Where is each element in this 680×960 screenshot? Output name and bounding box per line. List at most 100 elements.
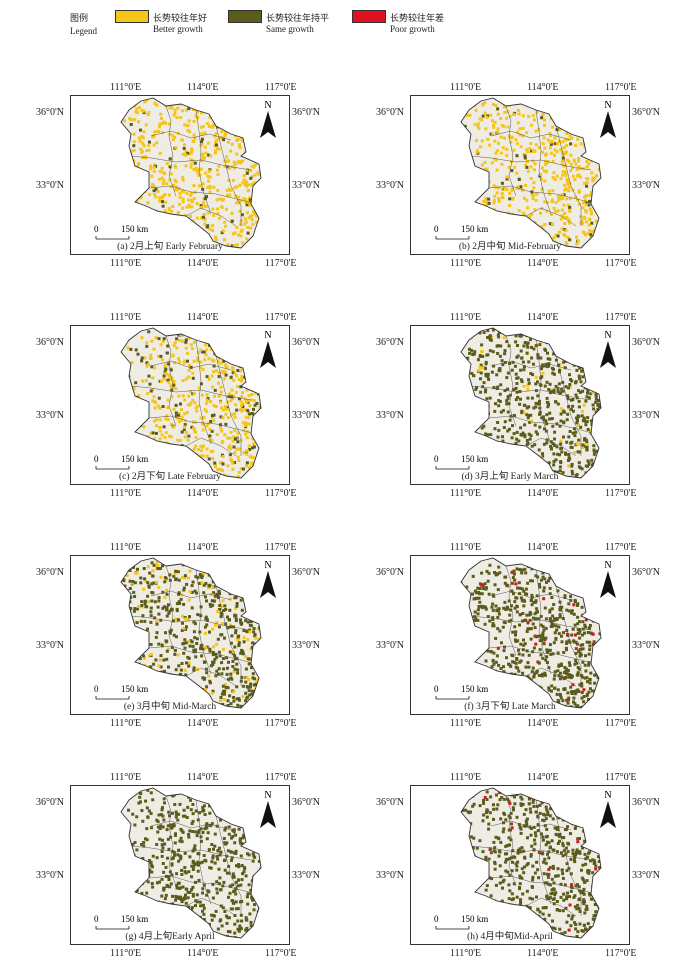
growth-pixel xyxy=(231,665,234,668)
growth-pixel xyxy=(497,335,500,338)
growth-pixel xyxy=(143,577,146,580)
growth-pixel xyxy=(159,113,162,116)
growth-pixel xyxy=(226,673,229,676)
growth-pixel xyxy=(482,417,485,420)
growth-pixel xyxy=(163,688,166,691)
growth-pixel xyxy=(255,588,258,591)
growth-pixel xyxy=(178,600,181,603)
growth-pixel xyxy=(153,420,156,423)
growth-pixel xyxy=(541,330,544,333)
growth-pixel xyxy=(174,682,177,685)
growth-pixel xyxy=(553,576,556,579)
growth-pixel xyxy=(480,670,483,673)
growth-pixel xyxy=(534,643,537,646)
growth-pixel xyxy=(144,179,147,182)
growth-pixel xyxy=(518,334,521,337)
growth-pixel xyxy=(130,201,133,204)
growth-pixel xyxy=(191,199,194,202)
growth-pixel xyxy=(542,372,545,375)
scale-zero: 0 xyxy=(434,224,439,234)
growth-pixel xyxy=(562,421,565,424)
growth-pixel xyxy=(581,578,584,581)
growth-pixel xyxy=(211,692,214,695)
growth-pixel xyxy=(573,159,576,162)
lon-tick-bottom: 117°0'E xyxy=(265,258,297,269)
growth-pixel xyxy=(264,150,267,153)
lon-tick-top: 111°0'E xyxy=(450,312,481,323)
growth-pixel xyxy=(263,173,266,176)
growth-pixel xyxy=(573,342,576,345)
growth-pixel xyxy=(546,401,549,404)
growth-pixel xyxy=(256,647,259,650)
growth-pixel xyxy=(505,148,508,151)
growth-pixel xyxy=(591,104,594,107)
growth-pixel xyxy=(578,377,581,380)
growth-pixel xyxy=(573,663,576,666)
growth-pixel xyxy=(553,674,556,677)
growth-pixel xyxy=(232,379,235,382)
growth-pixel xyxy=(119,437,122,440)
growth-pixel xyxy=(260,140,263,143)
growth-pixel xyxy=(534,626,537,629)
growth-pixel xyxy=(255,100,258,103)
growth-pixel xyxy=(194,590,197,593)
growth-pixel xyxy=(518,624,521,627)
growth-pixel xyxy=(255,129,258,132)
growth-pixel xyxy=(247,686,250,689)
growth-pixel xyxy=(175,635,178,638)
growth-pixel xyxy=(182,450,185,453)
growth-pixel xyxy=(193,401,196,404)
growth-pixel xyxy=(531,445,534,448)
growth-pixel xyxy=(240,352,243,355)
growth-pixel xyxy=(539,648,542,651)
lat-tick-left: 33°0'N xyxy=(36,640,64,651)
growth-pixel xyxy=(481,592,484,595)
growth-pixel xyxy=(579,575,582,578)
growth-pixel xyxy=(581,410,584,413)
growth-pixel xyxy=(532,347,535,350)
growth-pixel xyxy=(216,169,219,172)
growth-pixel xyxy=(239,103,242,106)
growth-pixel xyxy=(560,407,563,410)
growth-pixel xyxy=(463,220,466,223)
growth-pixel xyxy=(203,213,206,216)
growth-pixel xyxy=(193,430,196,433)
growth-pixel xyxy=(550,447,553,450)
growth-pixel xyxy=(139,577,142,580)
growth-pixel xyxy=(564,452,567,455)
growth-pixel xyxy=(241,160,244,163)
lon-tick-bottom: 114°0'E xyxy=(187,488,219,499)
growth-pixel xyxy=(214,389,217,392)
growth-pixel xyxy=(264,228,267,231)
growth-pixel xyxy=(222,138,225,141)
growth-pixel xyxy=(186,462,189,465)
growth-pixel xyxy=(519,643,522,646)
growth-pixel xyxy=(193,636,196,639)
growth-pixel xyxy=(229,189,232,192)
growth-pixel xyxy=(526,343,529,346)
growth-pixel xyxy=(595,653,598,656)
growth-pixel xyxy=(532,667,535,670)
growth-pixel xyxy=(479,211,482,214)
growth-pixel xyxy=(543,124,546,127)
growth-pixel xyxy=(583,404,586,407)
growth-pixel xyxy=(251,106,254,109)
growth-pixel xyxy=(189,231,192,234)
growth-pixel xyxy=(519,328,522,331)
growth-pixel xyxy=(481,674,484,677)
growth-pixel xyxy=(259,456,262,459)
growth-pixel xyxy=(140,620,143,623)
growth-pixel xyxy=(159,659,162,662)
growth-pixel xyxy=(604,572,607,575)
growth-pixel xyxy=(256,189,259,192)
growth-pixel xyxy=(479,679,482,682)
growth-pixel xyxy=(564,594,567,597)
growth-pixel xyxy=(582,593,585,596)
growth-pixel xyxy=(547,357,550,360)
growth-pixel xyxy=(161,200,164,203)
growth-pixel xyxy=(521,654,524,657)
growth-pixel xyxy=(129,408,132,411)
growth-pixel xyxy=(465,623,468,626)
growth-pixel xyxy=(160,117,163,120)
